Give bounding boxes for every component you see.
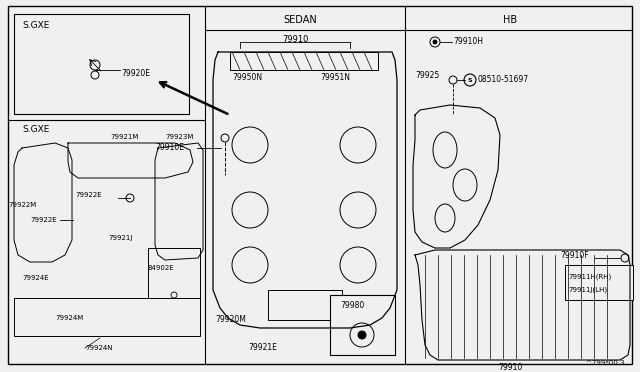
Bar <box>14 14 189 114</box>
Circle shape <box>433 40 437 44</box>
Bar <box>330 295 395 355</box>
Text: 84902E: 84902E <box>148 265 175 271</box>
Text: SEDAN: SEDAN <box>283 15 317 25</box>
Bar <box>268 290 342 320</box>
Text: 79924E: 79924E <box>22 275 49 281</box>
Text: S.GXE: S.GXE <box>22 125 49 135</box>
Text: 79920M: 79920M <box>215 315 246 324</box>
Text: 79921M: 79921M <box>110 134 138 140</box>
Text: HB: HB <box>503 15 517 25</box>
Bar <box>14 298 200 336</box>
Text: 79922M: 79922M <box>8 202 36 208</box>
Text: 79911H(RH): 79911H(RH) <box>568 274 611 280</box>
Text: 79921J: 79921J <box>108 235 132 241</box>
Text: S.GXE: S.GXE <box>22 20 49 29</box>
Bar <box>230 52 378 70</box>
Text: 08510-51697: 08510-51697 <box>478 76 529 84</box>
Text: 79924N: 79924N <box>85 345 113 351</box>
Text: 79910H: 79910H <box>453 38 483 46</box>
Text: 79951N: 79951N <box>320 74 350 83</box>
Text: 79925: 79925 <box>415 71 439 80</box>
Text: 79910: 79910 <box>498 363 522 372</box>
Text: 79920E: 79920E <box>121 68 150 77</box>
Text: 79910F: 79910F <box>560 250 589 260</box>
Text: 79922E: 79922E <box>75 192 102 198</box>
Text: S: S <box>468 77 472 83</box>
Text: 79950N: 79950N <box>232 74 262 83</box>
Bar <box>148 248 200 298</box>
Text: 79911J(LH): 79911J(LH) <box>568 287 607 293</box>
Text: 79924M: 79924M <box>55 315 83 321</box>
Text: 79910: 79910 <box>282 35 308 45</box>
Circle shape <box>358 331 366 339</box>
Text: 79910E: 79910E <box>155 144 184 153</box>
Text: 79923M: 79923M <box>165 134 193 140</box>
Text: ^799*00 3: ^799*00 3 <box>586 360 625 366</box>
Text: 79922E: 79922E <box>30 217 56 223</box>
Text: 79921E: 79921E <box>248 343 277 353</box>
Text: 79980: 79980 <box>340 301 364 311</box>
Bar <box>565 265 633 300</box>
